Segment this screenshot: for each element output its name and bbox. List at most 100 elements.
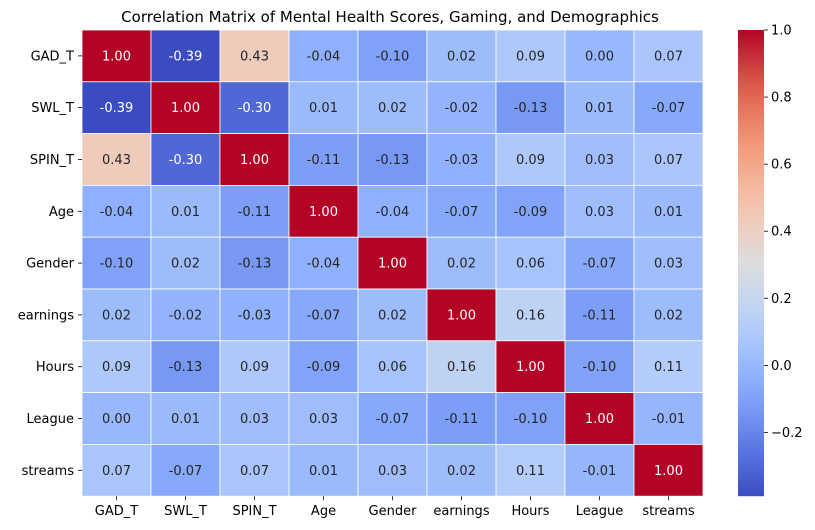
heatmap-cell bbox=[288, 81, 359, 135]
cell-value-label: 0.11 bbox=[654, 360, 683, 375]
cell-value-label: -0.30 bbox=[169, 153, 203, 168]
cell-value-label: 0.03 bbox=[585, 205, 614, 220]
heatmap-cell bbox=[81, 133, 152, 186]
cell-value-label: 1.00 bbox=[585, 412, 614, 427]
x-tick-label: SPIN_T bbox=[232, 504, 276, 519]
heatmap-cell bbox=[357, 29, 428, 83]
heatmap-cell bbox=[81, 236, 152, 290]
x-axis: GAD_T SWL_T SPIN_T Age Gender earnings Hours Le… bbox=[95, 496, 695, 519]
heatmap-cell bbox=[219, 133, 290, 186]
y-tick-label: League bbox=[27, 412, 74, 427]
cell-value-label: 0.06 bbox=[378, 360, 407, 375]
heatmap-cell bbox=[219, 288, 290, 342]
cell-value-label: -0.13 bbox=[376, 153, 410, 168]
colorbar-tick-label: 0.6 bbox=[771, 158, 792, 173]
cell-value-label: 0.02 bbox=[447, 49, 476, 64]
cell-value-label: 0.43 bbox=[102, 153, 131, 168]
cell-value-label: 0.01 bbox=[171, 205, 200, 220]
cell-value-label: -0.11 bbox=[583, 308, 617, 323]
heatmap-cell bbox=[633, 443, 704, 497]
cell-value-label: -0.07 bbox=[652, 101, 686, 116]
cell-value-label: 0.43 bbox=[240, 49, 269, 64]
heatmap-cell bbox=[219, 236, 290, 290]
cell-value-label: 0.02 bbox=[171, 257, 200, 272]
heatmap-cell bbox=[495, 236, 566, 290]
cell-value-label: 0.11 bbox=[516, 464, 545, 479]
cell-value-label: 0.00 bbox=[102, 412, 131, 427]
cell-value-label: -0.07 bbox=[376, 412, 410, 427]
cell-value-label: 1.00 bbox=[654, 464, 683, 479]
cell-value-label: 0.03 bbox=[309, 412, 338, 427]
heatmap-cell bbox=[357, 443, 428, 497]
x-tick-label: earnings bbox=[433, 504, 489, 519]
heatmap-cell bbox=[81, 184, 152, 238]
heatmap-cell bbox=[633, 81, 704, 135]
heatmap-cell bbox=[495, 133, 566, 186]
heatmap-cell bbox=[357, 288, 428, 342]
cell-value-label: 1.00 bbox=[447, 308, 476, 323]
cell-value-label: -0.13 bbox=[514, 101, 548, 116]
x-tick-label: SWL_T bbox=[164, 504, 207, 519]
cell-value-label: 1.00 bbox=[240, 153, 269, 168]
heatmap-cells bbox=[81, 29, 704, 497]
cell-value-label: -0.03 bbox=[445, 153, 479, 168]
heatmap-cell bbox=[81, 392, 152, 445]
cell-value-label: -0.30 bbox=[238, 101, 272, 116]
heatmap-cell bbox=[564, 29, 635, 83]
heatmap-cell bbox=[288, 392, 359, 445]
cell-value-label: 0.07 bbox=[102, 464, 131, 479]
heatmap-cell bbox=[426, 236, 497, 290]
heatmap-cell bbox=[288, 443, 359, 497]
chart-title: Correlation Matrix of Mental Health Scor… bbox=[121, 8, 659, 26]
cell-value-label: -0.01 bbox=[583, 464, 617, 479]
y-tick-label: GAD_T bbox=[31, 49, 74, 64]
cell-value-label: -0.10 bbox=[100, 257, 134, 272]
heatmap-cell bbox=[81, 81, 152, 135]
colorbar-gradient bbox=[738, 30, 764, 497]
cell-value-label: 0.09 bbox=[516, 153, 545, 168]
heatmap-cell bbox=[288, 288, 359, 342]
colorbar-tick-label: 1.0 bbox=[771, 24, 792, 39]
cell-value-label: 0.02 bbox=[447, 257, 476, 272]
heatmap-cell bbox=[81, 288, 152, 342]
cell-value-label: -0.11 bbox=[238, 205, 272, 220]
y-tick-label: SWL_T bbox=[31, 101, 74, 116]
y-tick-label: SPIN_T bbox=[30, 153, 74, 168]
heatmap-cell bbox=[564, 288, 635, 342]
cell-value-label: -0.39 bbox=[100, 101, 134, 116]
cell-value-label: -0.11 bbox=[445, 412, 479, 427]
cell-value-label: 1.00 bbox=[309, 205, 338, 220]
cell-value-label: 0.16 bbox=[447, 360, 476, 375]
cell-value-label: 0.07 bbox=[654, 49, 683, 64]
cell-value-label: 0.02 bbox=[378, 308, 407, 323]
heatmap-cell bbox=[564, 81, 635, 135]
heatmap-cell bbox=[219, 81, 290, 135]
heatmap-cell bbox=[150, 133, 221, 186]
heatmap-cell bbox=[495, 443, 566, 497]
cell-value-label: 0.07 bbox=[240, 464, 269, 479]
cell-value-label: -0.07 bbox=[169, 464, 203, 479]
heatmap-cell bbox=[633, 184, 704, 238]
cell-value-label: -0.03 bbox=[238, 308, 272, 323]
cell-value-label: 1.00 bbox=[102, 49, 131, 64]
heatmap-cell bbox=[357, 81, 428, 135]
heatmap-cell bbox=[633, 236, 704, 290]
cell-value-label: 0.03 bbox=[378, 464, 407, 479]
y-tick-label: Hours bbox=[36, 360, 74, 375]
cell-value-label: 0.03 bbox=[240, 412, 269, 427]
heatmap-cell bbox=[288, 29, 359, 83]
cell-value-label: -0.04 bbox=[376, 205, 410, 220]
cell-value-label: -0.09 bbox=[307, 360, 341, 375]
cell-value-label: 0.01 bbox=[654, 205, 683, 220]
heatmap-cell bbox=[564, 184, 635, 238]
cell-value-label: 0.03 bbox=[654, 257, 683, 272]
colorbar-tick-label: −0.2 bbox=[771, 426, 803, 441]
x-tick-label: GAD_T bbox=[95, 504, 138, 519]
heatmap-cell bbox=[495, 340, 566, 393]
cell-value-label: 0.09 bbox=[102, 360, 131, 375]
y-axis: GAD_T SWL_T SPIN_T Age Gender earnings Hours Le… bbox=[18, 49, 82, 479]
colorbar-tick-label: 0.8 bbox=[771, 91, 792, 106]
cell-value-label: -0.11 bbox=[307, 153, 341, 168]
heatmap-cell bbox=[357, 392, 428, 445]
cell-value-label: 0.01 bbox=[309, 101, 338, 116]
